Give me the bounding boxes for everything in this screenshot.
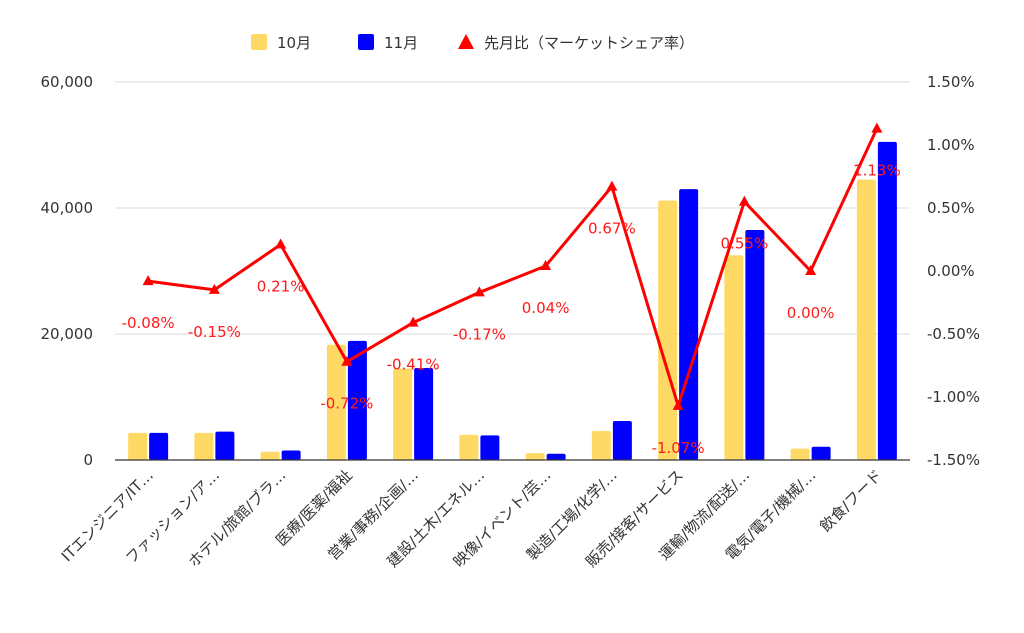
share-marker [606, 180, 618, 191]
share-data-label: -0.15% [188, 323, 241, 341]
bar-nov [149, 432, 169, 460]
legend-swatch-nov [358, 34, 374, 50]
bar-oct [393, 368, 413, 460]
share-line [142, 122, 883, 410]
right-tick-label: 1.50% [927, 73, 975, 91]
share-marker [672, 399, 684, 410]
share-data-label: -0.72% [320, 395, 373, 413]
bar-nov [480, 435, 500, 460]
bar-oct [856, 179, 876, 460]
bar-oct [194, 432, 214, 460]
right-tick-label: 0.50% [927, 199, 975, 217]
legend: 10月 11月 先月比（マーケットシェア率） [251, 34, 694, 52]
share-labels: -0.08% -0.15% 0.21% -0.72% -0.41% -0.17% 0.04%… [122, 162, 901, 457]
share-marker [341, 355, 353, 366]
right-tick-label: -1.50% [927, 451, 980, 469]
share-polyline [147, 127, 879, 408]
bar-nov [546, 453, 566, 460]
left-tick-label: 0 [83, 451, 93, 469]
bar-nov [811, 446, 831, 460]
share-data-label: -0.17% [453, 325, 506, 343]
share-data-label: -0.41% [387, 356, 440, 374]
bar-oct [790, 448, 810, 460]
bar-nov [745, 230, 765, 460]
bar-oct [724, 255, 744, 460]
bar-nov [414, 368, 434, 460]
left-tick-label: 60,000 [41, 73, 94, 91]
legend-swatch-share [458, 34, 474, 49]
share-marker [208, 283, 220, 294]
share-data-label: 0.67% [588, 220, 636, 238]
right-tick-label: 0.00% [927, 262, 975, 280]
share-marker [142, 275, 154, 286]
right-tick-label: -1.00% [927, 388, 980, 406]
bars [128, 141, 897, 460]
legend-label-nov: 11月 [384, 34, 418, 52]
right-tick-label: 1.00% [927, 136, 975, 154]
left-axis: 0 20,000 40,000 60,000 [41, 73, 94, 469]
left-tick-label: 20,000 [41, 325, 94, 343]
share-marker [275, 238, 287, 249]
share-data-label: -0.08% [122, 314, 175, 332]
bar-oct [459, 434, 479, 460]
share-marker [473, 286, 485, 297]
bar-oct [658, 200, 678, 460]
legend-swatch-oct [251, 34, 267, 50]
bar-oct [260, 451, 280, 460]
share-data-label: 0.55% [721, 235, 769, 253]
bar-nov [281, 450, 301, 460]
share-marker [871, 122, 883, 133]
share-data-label: 0.21% [257, 278, 305, 296]
gridlines [115, 81, 910, 335]
bar-nov [679, 189, 699, 460]
bar-oct [326, 344, 346, 460]
share-data-label: 0.04% [522, 299, 570, 317]
bar-nov [215, 431, 235, 460]
bar-nov [612, 420, 632, 460]
share-data-label: 1.13% [853, 162, 901, 180]
bar-oct [591, 431, 611, 460]
bar-oct [128, 432, 148, 460]
share-data-label: -1.07% [652, 439, 705, 457]
share-marker [805, 265, 817, 275]
right-axis: -1.50% -1.00% -0.50% 0.00% 0.50% 1.00% 1.50% [927, 73, 980, 469]
share-data-label: 0.00% [787, 304, 835, 322]
share-marker [540, 259, 552, 270]
legend-label-oct: 10月 [277, 34, 311, 52]
category-label: 飲食/フード [816, 466, 885, 535]
bar-nov [877, 141, 897, 460]
share-marker [738, 195, 750, 206]
left-tick-label: 40,000 [41, 199, 94, 217]
right-tick-label: -0.50% [927, 325, 980, 343]
legend-label-share: 先月比（マーケットシェア率） [484, 34, 694, 52]
bar-oct [525, 453, 545, 460]
bar-nov [347, 340, 367, 460]
share-marker [407, 316, 419, 327]
category-labels: ITエンジニア/IT…ファッション/ア…ホテル/旅館/ブラ…医療/医薬/福祉営業… [58, 466, 886, 571]
